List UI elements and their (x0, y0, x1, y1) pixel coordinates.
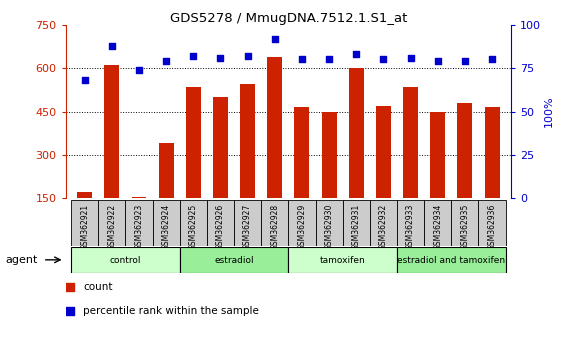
Bar (316, 200, 343, 246)
Text: agent: agent (6, 255, 38, 265)
Bar (240, 84, 255, 198)
Point (189, 53, 198, 59)
Text: GSM362929: GSM362929 (297, 204, 307, 250)
Bar (431, 112, 445, 198)
Point (488, 57, 497, 62)
Bar (186, 87, 201, 198)
Text: GSM362931: GSM362931 (352, 204, 361, 250)
Bar (71, 200, 98, 246)
Bar (234, 200, 261, 246)
Text: GSM362926: GSM362926 (216, 204, 225, 250)
Point (352, 51, 361, 57)
Bar (267, 57, 282, 198)
Bar (451, 200, 478, 246)
Point (297, 57, 307, 62)
Point (243, 53, 252, 59)
Point (216, 55, 225, 61)
Bar (397, 247, 505, 273)
Bar (104, 65, 119, 198)
Bar (403, 87, 418, 198)
Bar (159, 143, 174, 198)
Bar (478, 200, 505, 246)
Bar (485, 107, 500, 198)
Bar (295, 107, 309, 198)
Point (134, 67, 143, 73)
Text: GDS5278 / MmugDNA.7512.1.S1_at: GDS5278 / MmugDNA.7512.1.S1_at (170, 12, 407, 25)
Text: percentile rank within the sample: percentile rank within the sample (83, 306, 259, 316)
Text: GSM362925: GSM362925 (189, 204, 198, 250)
Text: count: count (83, 282, 113, 292)
Point (460, 58, 469, 64)
Point (324, 218, 333, 224)
Point (433, 58, 443, 64)
Bar (180, 247, 288, 273)
Text: GSM362924: GSM362924 (162, 204, 171, 250)
Text: tamoxifen: tamoxifen (320, 256, 365, 264)
Bar (213, 97, 228, 198)
Bar (207, 200, 234, 246)
Bar (376, 106, 391, 198)
Bar (131, 197, 146, 198)
Bar (349, 68, 364, 198)
Text: GSM362928: GSM362928 (270, 204, 279, 250)
Text: GSM362930: GSM362930 (324, 204, 333, 250)
Text: GSM362932: GSM362932 (379, 204, 388, 250)
Bar (288, 247, 397, 273)
Bar (288, 200, 316, 246)
Bar (343, 200, 370, 246)
Text: estradiol and tamoxifen: estradiol and tamoxifen (397, 256, 505, 264)
Text: estradiol: estradiol (214, 256, 254, 264)
Text: GSM362934: GSM362934 (433, 204, 442, 250)
Point (107, 43, 116, 48)
Bar (126, 200, 152, 246)
Bar (180, 200, 207, 246)
Text: GSM362927: GSM362927 (243, 204, 252, 250)
Bar (321, 112, 336, 198)
Bar (98, 200, 126, 246)
Point (406, 55, 415, 61)
Text: control: control (110, 256, 141, 264)
Point (270, 36, 279, 41)
Text: GSM362936: GSM362936 (488, 204, 497, 250)
Point (379, 57, 388, 62)
Y-axis label: 100%: 100% (544, 96, 554, 127)
Bar (424, 200, 451, 246)
Bar (77, 193, 92, 198)
Bar (370, 200, 397, 246)
Text: GSM362935: GSM362935 (460, 204, 469, 250)
Point (80, 78, 89, 83)
Bar (71, 247, 180, 273)
Bar (457, 103, 472, 198)
Text: GSM362933: GSM362933 (406, 204, 415, 250)
Bar (397, 200, 424, 246)
Point (324, 57, 333, 62)
Point (324, 6, 333, 11)
Point (162, 58, 171, 64)
Text: GSM362923: GSM362923 (135, 204, 143, 250)
Bar (152, 200, 180, 246)
Text: GSM362922: GSM362922 (107, 204, 116, 250)
Text: GSM362921: GSM362921 (80, 204, 89, 250)
Bar (261, 200, 288, 246)
